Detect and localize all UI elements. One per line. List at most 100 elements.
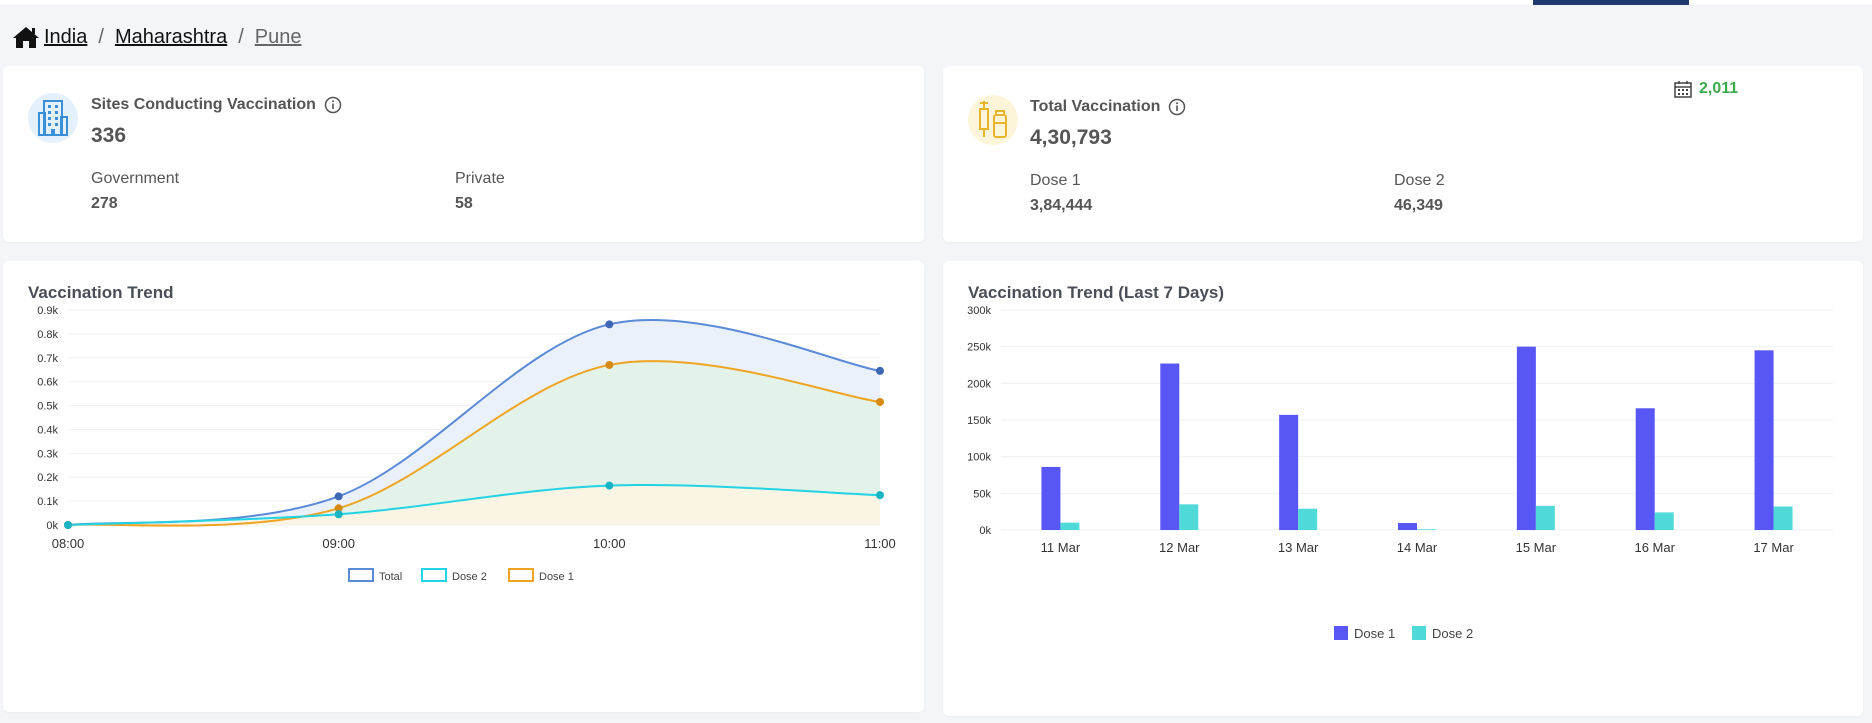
dose1-label: Dose 1 [1030, 172, 1081, 189]
vaccine-icon [968, 95, 1018, 145]
point-total [334, 492, 343, 501]
today-count-value: 2,011 [1699, 80, 1739, 97]
bar-dose-2 [1654, 512, 1674, 530]
breadcrumb-separator: / [238, 25, 244, 48]
y-tick-label: 0.2k [37, 472, 58, 484]
legend-item: Dose 2 [421, 568, 487, 583]
legend-label: Dose 1 [1354, 626, 1395, 641]
breadcrumb-separator: / [98, 25, 104, 48]
y-tick-label: 100k [967, 452, 991, 464]
private-value: 58 [455, 195, 473, 212]
dose2-label: Dose 2 [1394, 172, 1445, 189]
line-dose-2 [67, 484, 881, 526]
point-dose-2 [334, 510, 343, 519]
sites-title-text: Sites Conducting Vaccination [91, 96, 316, 113]
breadcrumb-country-link[interactable]: India [44, 25, 88, 48]
home-icon[interactable] [12, 25, 40, 49]
legend-swatch [348, 568, 374, 582]
legend-item: Total [348, 568, 402, 583]
legend-item: Dose 1 [1334, 626, 1395, 641]
legend-swatch [1412, 626, 1426, 640]
point-dose-2 [605, 481, 614, 490]
breadcrumb: India / Maharashtra / Pune [12, 22, 302, 52]
x-tick-label: 17 Mar [1753, 540, 1794, 555]
building-icon [28, 93, 78, 143]
y-tick-label: 250k [967, 342, 991, 354]
y-tick-label: 0.4k [37, 424, 58, 436]
y-tick-label: 50k [973, 488, 991, 500]
sites-card: Sites Conducting Vaccination 336 Governm… [3, 66, 924, 242]
x-tick-label: 14 Mar [1397, 540, 1438, 555]
bar-dose-1 [1160, 363, 1180, 530]
x-tick-label: 12 Mar [1159, 540, 1200, 555]
vaccination-trend-chart: 0k 0.1k 0.2k 0.3k 0.4k 0.5k 0.6k 0.7k 0.8k 0.9k 08… [37, 305, 896, 583]
breadcrumb-district-link[interactable]: Pune [254, 25, 302, 48]
legend-item: Dose 2 [1412, 626, 1473, 641]
y-tick-label: 0.5k [37, 401, 58, 413]
point-dose-2 [64, 521, 72, 529]
bar-dose-2 [1417, 529, 1436, 530]
x-tick-label: 11 Mar [1041, 540, 1081, 555]
government-label: Government [91, 170, 180, 187]
y-tick-label: 0.6k [37, 377, 58, 389]
point-total [876, 366, 884, 375]
line-dose-1 [67, 360, 881, 527]
vaccination-title-text: Total Vaccination [1030, 98, 1161, 115]
legend-label: Dose 2 [1432, 626, 1473, 641]
point-dose-1 [334, 504, 343, 513]
vaccination-card: Total Vaccination 4,30,793 Dose 1 3,84,4… [943, 66, 1863, 242]
vaccination-7day-chart: 0k 50k 100k 150k 200k 250k 300k 11 Mar 12 Mar 13 … [967, 305, 1833, 641]
sites-total-value: 336 [91, 124, 127, 147]
y-tick-label: 0.9k [37, 305, 58, 317]
sites-title: Sites Conducting Vaccination [91, 96, 342, 114]
point-dose-1 [605, 360, 614, 369]
bar-dose-1 [1398, 523, 1417, 530]
y-tick-label: 0.1k [37, 496, 58, 508]
area-dose-2 [68, 485, 880, 525]
bar-dose-2 [1179, 504, 1199, 530]
y-tick-label: 0.7k [37, 353, 58, 365]
x-tick-label: 10:00 [593, 536, 626, 551]
today-count-badge: 2,011 [1674, 80, 1738, 98]
vaccination-title: Total Vaccination [1030, 98, 1186, 116]
private-label: Private [455, 170, 505, 187]
y-tick-label: 0k [979, 525, 991, 537]
legend-item: Dose 1 [508, 568, 574, 583]
bar-dose-1 [1635, 408, 1655, 530]
bar-dose-1 [1279, 414, 1299, 530]
x-tick-label: 15 Mar [1516, 540, 1557, 555]
legend-label: Dose 1 [539, 571, 574, 583]
point-dose-1 [876, 397, 884, 406]
legend-swatch [1334, 626, 1348, 640]
bar-dose-1 [1041, 466, 1061, 530]
y-tick-label: 200k [967, 378, 991, 390]
x-tick-label: 08:00 [52, 536, 85, 551]
breadcrumb-state-link[interactable]: Maharashtra [114, 25, 228, 48]
legend-swatch [421, 568, 447, 582]
x-tick-label: 09:00 [322, 536, 355, 551]
government-value: 278 [91, 195, 118, 212]
legend-label: Total [379, 571, 402, 583]
x-tick-label: 13 Mar [1278, 540, 1319, 555]
legend-swatch [508, 568, 534, 582]
active-nav-indicator [1533, 0, 1689, 5]
bar-dose-1 [1754, 350, 1774, 530]
x-tick-label: 16 Mar [1634, 540, 1675, 555]
bar-dose-2 [1060, 522, 1080, 530]
point-dose-2 [876, 491, 884, 500]
x-tick-label: 11:00 [864, 536, 896, 551]
bar-dose-1 [1516, 346, 1536, 530]
dose1-value: 3,84,444 [1030, 197, 1093, 214]
vaccination-7day-card: Vaccination Trend (Last 7 Days) 0k 50k 100… [943, 261, 1863, 716]
y-tick-label: 0k [46, 520, 58, 532]
bar-dose-2 [1298, 508, 1318, 530]
info-icon[interactable] [1168, 98, 1186, 116]
top-bar [0, 0, 1872, 5]
vaccination-trend-card: Vaccination Trend 0k 0.1k 0.2k 0.3k 0.4k 0.5k… [3, 261, 924, 712]
y-tick-label: 0.3k [37, 448, 58, 460]
info-icon[interactable] [324, 96, 342, 114]
bar-dose-2 [1773, 506, 1793, 530]
dose2-value: 46,349 [1394, 197, 1443, 214]
point-total [605, 320, 614, 329]
bar-dose-2 [1535, 505, 1555, 530]
